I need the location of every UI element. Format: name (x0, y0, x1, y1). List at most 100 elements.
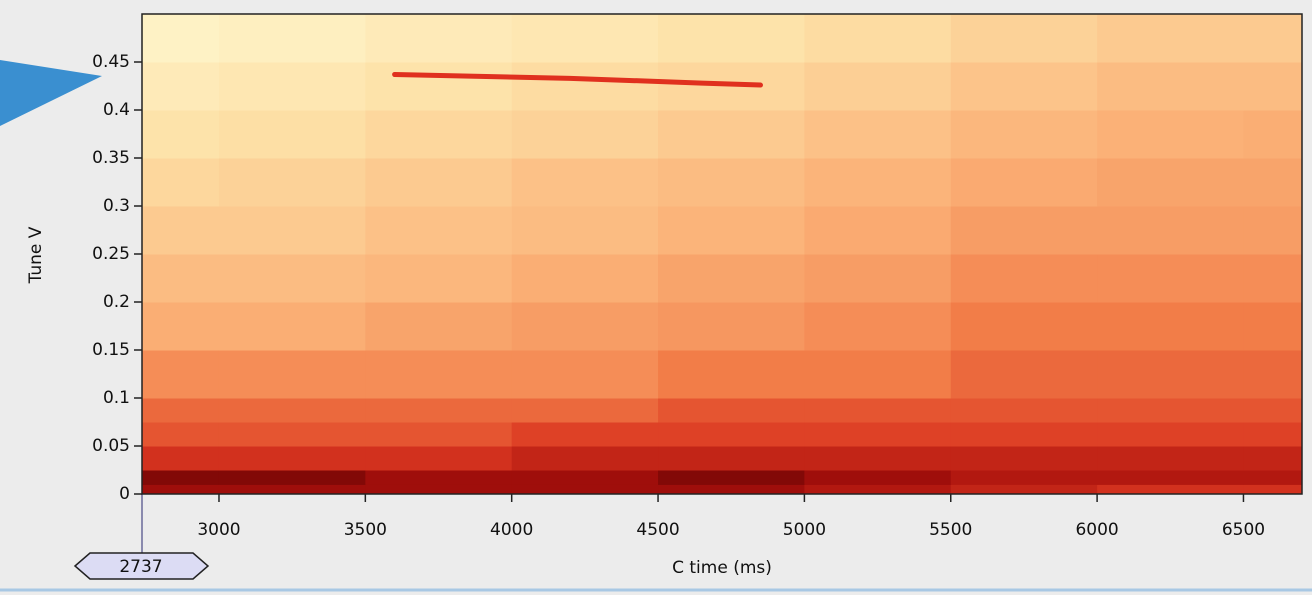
heatmap-cell (950, 446, 1098, 471)
heatmap-cell (1243, 302, 1303, 351)
heatmap-cell (511, 206, 659, 255)
heatmap-cell (218, 446, 366, 471)
heatmap-cell (142, 470, 220, 485)
heatmap-cell (218, 62, 366, 111)
heatmap-cell (658, 350, 805, 399)
pointer-arrow (0, 60, 102, 126)
heatmap-cell (365, 158, 513, 207)
x-tick-label: 4000 (490, 520, 533, 540)
heatmap-cell (950, 398, 1098, 423)
y-tick-label: 0 (119, 484, 130, 504)
heatmap-cell (950, 110, 1098, 159)
heatmap-cell (142, 398, 220, 423)
heatmap-cell (1097, 254, 1244, 303)
heatmap-cell (365, 110, 513, 159)
cursor-badge[interactable] (73, 552, 210, 580)
x-axis-label: C time (ms) (672, 558, 772, 578)
heatmap-cell (142, 110, 220, 159)
heatmap-cell (1097, 62, 1244, 111)
heatmap-cell (1097, 484, 1244, 495)
heatmap-cell (658, 110, 805, 159)
heatmap-cell (1243, 110, 1303, 159)
cursor-value: 2737 (119, 557, 162, 577)
heatmap-cell (142, 446, 220, 471)
heatmap-cell (950, 62, 1098, 111)
heatmap-cell (804, 254, 952, 303)
heatmap-cell (1097, 470, 1244, 485)
y-tick-label: 0.05 (92, 436, 130, 456)
heatmap-cell (365, 446, 513, 471)
heatmap-cell (658, 158, 805, 207)
heatmap-cell (1097, 110, 1244, 159)
heatmap-cell (804, 110, 952, 159)
heatmap-cell (1243, 14, 1303, 63)
heatmap-cell (1097, 158, 1244, 207)
heatmap-cell (365, 484, 513, 495)
heatmap-cell (511, 350, 659, 399)
heatmap-cell (365, 62, 513, 111)
y-tick-label: 0.35 (92, 148, 130, 168)
heatmap-cell (1097, 350, 1244, 399)
x-tick-label: 5000 (783, 520, 826, 540)
heatmap-cell (658, 206, 805, 255)
x-tick-label: 5500 (929, 520, 972, 540)
heatmap-cell (658, 254, 805, 303)
heatmap-cell (142, 62, 220, 111)
heatmap-cell (804, 302, 952, 351)
heatmap-cell (511, 158, 659, 207)
heatmap-cell (1243, 446, 1303, 471)
y-tick-label: 0.2 (103, 292, 130, 312)
heatmap-cell (142, 206, 220, 255)
heatmap-cell (1243, 422, 1303, 447)
x-tick-label: 3000 (197, 520, 240, 540)
heatmap-cell (1243, 158, 1303, 207)
heatmap-cell (511, 446, 659, 471)
heatmap-cell (658, 470, 805, 485)
heatmap-cell (804, 484, 952, 495)
heatmap-cell (142, 302, 220, 351)
heatmap-cell (950, 158, 1098, 207)
heatmap-cell (950, 470, 1098, 485)
heatmap-cell (1097, 14, 1244, 63)
heatmap-cell (1243, 254, 1303, 303)
heatmap-cell (1097, 422, 1244, 447)
heatmap-cell (950, 422, 1098, 447)
heatmap-cell (511, 398, 659, 423)
heatmap-cell (218, 484, 366, 495)
heatmap-cell (1097, 446, 1244, 471)
heatmap-cell (1243, 62, 1303, 111)
heatmap-cell (218, 158, 366, 207)
heatmap-cell (511, 484, 659, 495)
heatmap-cell (365, 398, 513, 423)
heatmap-cell (511, 14, 659, 63)
heatmap-cell (365, 254, 513, 303)
heatmap-cell (658, 422, 805, 447)
heatmap-cell (950, 350, 1098, 399)
heatmap-cell (365, 470, 513, 485)
heatmap-cell (218, 422, 366, 447)
heatmap-cell (1243, 470, 1303, 485)
plot-area (142, 14, 1303, 495)
heatmap-cell (950, 254, 1098, 303)
heatmap-cell (1097, 398, 1244, 423)
y-tick-label: 0.1 (103, 388, 130, 408)
heatmap-cell (1243, 398, 1303, 423)
heatmap-cell (511, 62, 659, 111)
heatmap-cell (218, 302, 366, 351)
heatmap-cell (218, 350, 366, 399)
heatmap-cell (142, 14, 220, 63)
heatmap-cell (804, 446, 952, 471)
y-axis-label: Tune V (26, 226, 46, 284)
heatmap-cell (142, 422, 220, 447)
heatmap-cell (365, 14, 513, 63)
heatmap-cell (365, 206, 513, 255)
heatmap-cell (218, 254, 366, 303)
heatmap-cell (511, 110, 659, 159)
heatmap-cell (1243, 484, 1303, 495)
heatmap-cell (511, 470, 659, 485)
heatmap-cell (1097, 206, 1244, 255)
heatmap-cell (804, 350, 952, 399)
heatmap-cell (804, 62, 952, 111)
